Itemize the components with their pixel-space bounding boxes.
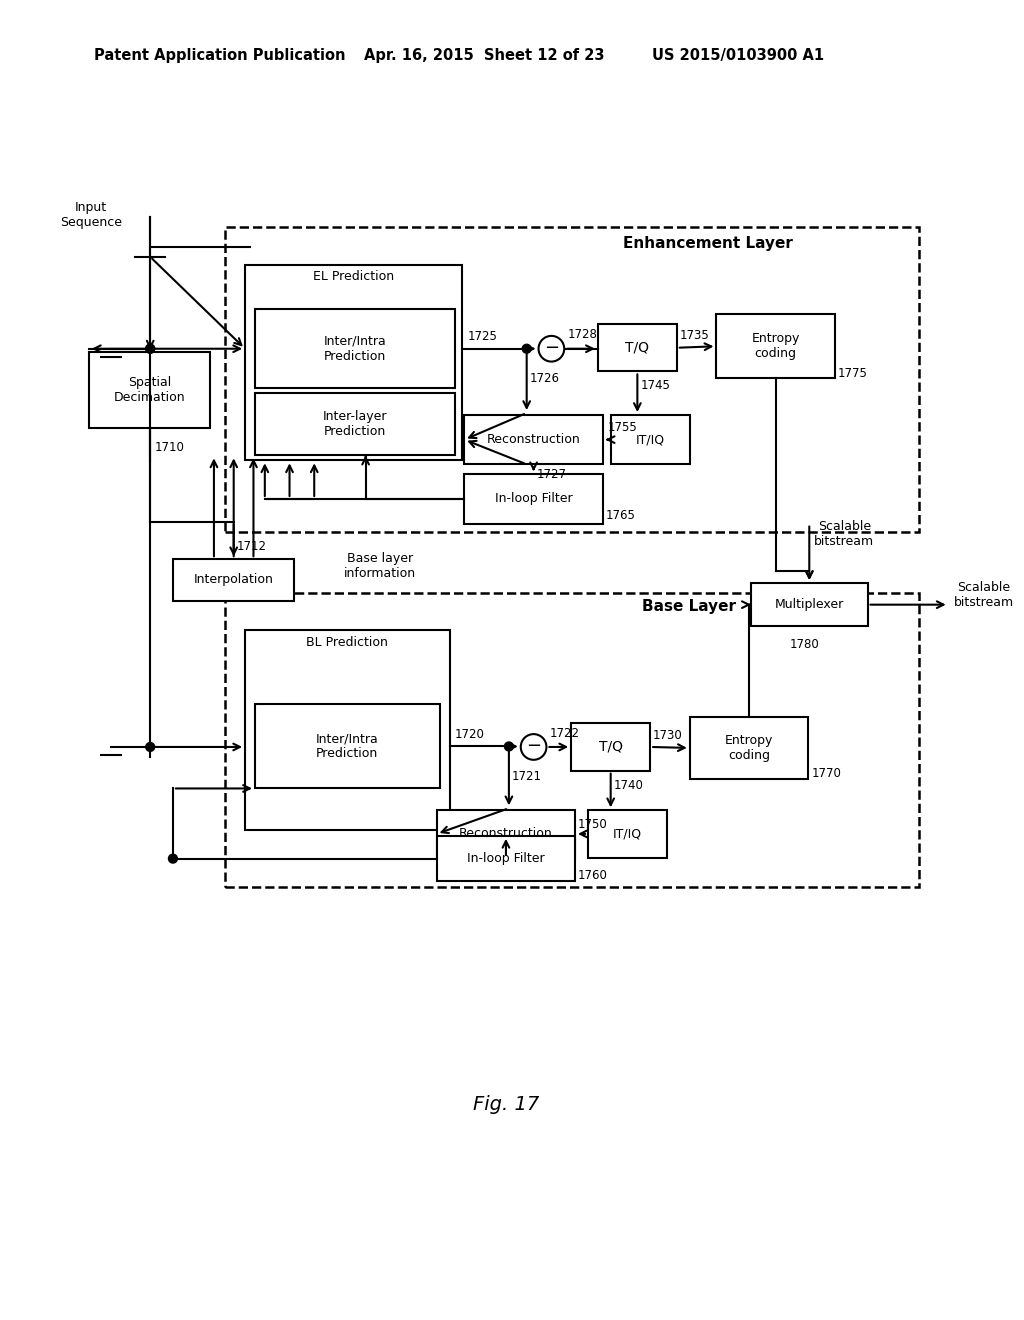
Text: 1780: 1780: [790, 638, 819, 651]
FancyBboxPatch shape: [571, 723, 650, 771]
Text: T/Q: T/Q: [626, 341, 649, 355]
Text: 1770: 1770: [811, 767, 841, 780]
FancyBboxPatch shape: [598, 323, 677, 371]
Text: EL Prediction: EL Prediction: [313, 271, 394, 282]
FancyBboxPatch shape: [690, 717, 808, 779]
Text: US 2015/0103900 A1: US 2015/0103900 A1: [652, 48, 824, 63]
FancyBboxPatch shape: [465, 414, 603, 465]
Text: Scalable
bitstream: Scalable bitstream: [814, 520, 874, 548]
Circle shape: [521, 734, 547, 760]
Text: Apr. 16, 2015  Sheet 12 of 23: Apr. 16, 2015 Sheet 12 of 23: [364, 48, 604, 63]
FancyBboxPatch shape: [465, 474, 603, 524]
Text: Inter-layer
Prediction: Inter-layer Prediction: [323, 411, 387, 438]
Circle shape: [539, 335, 564, 362]
Text: Interpolation: Interpolation: [194, 573, 273, 586]
Text: Entropy
coding: Entropy coding: [725, 734, 773, 762]
Text: 1726: 1726: [529, 372, 560, 385]
FancyBboxPatch shape: [437, 810, 575, 858]
Text: In-loop Filter: In-loop Filter: [467, 853, 545, 865]
Text: 1710: 1710: [156, 441, 185, 454]
Text: Multiplexer: Multiplexer: [775, 598, 844, 611]
FancyBboxPatch shape: [255, 309, 455, 388]
Text: Reconstruction: Reconstruction: [486, 433, 581, 446]
Circle shape: [145, 743, 155, 751]
Text: Input
Sequence: Input Sequence: [60, 202, 122, 230]
Text: 1745: 1745: [640, 379, 670, 392]
FancyBboxPatch shape: [173, 560, 295, 601]
Text: Base Layer: Base Layer: [642, 599, 736, 614]
Circle shape: [522, 345, 531, 354]
Text: 1735: 1735: [680, 330, 710, 342]
Text: 1722: 1722: [550, 726, 580, 739]
FancyBboxPatch shape: [717, 314, 835, 379]
Text: BL Prediction: BL Prediction: [306, 636, 388, 648]
Text: 1728: 1728: [567, 329, 597, 342]
Text: 1760: 1760: [579, 869, 608, 882]
Text: Enhancement Layer: Enhancement Layer: [623, 235, 793, 251]
Text: 1721: 1721: [512, 770, 542, 783]
Text: 1750: 1750: [579, 817, 608, 830]
Text: Entropy
coding: Entropy coding: [752, 333, 800, 360]
Text: 1727: 1727: [537, 467, 566, 480]
Text: Reconstruction: Reconstruction: [459, 828, 553, 841]
Text: 1775: 1775: [838, 367, 867, 380]
Text: 1720: 1720: [455, 729, 484, 741]
FancyBboxPatch shape: [245, 631, 450, 830]
Circle shape: [145, 345, 155, 354]
Text: 1725: 1725: [467, 330, 498, 343]
FancyBboxPatch shape: [588, 810, 667, 858]
Text: 1730: 1730: [653, 729, 683, 742]
FancyBboxPatch shape: [245, 265, 463, 461]
Text: 1755: 1755: [607, 421, 638, 434]
FancyBboxPatch shape: [610, 414, 690, 465]
Text: Spatial
Decimation: Spatial Decimation: [114, 376, 185, 404]
Text: In-loop Filter: In-loop Filter: [495, 492, 572, 506]
Text: T/Q: T/Q: [599, 741, 623, 754]
Text: Base layer
information: Base layer information: [344, 552, 416, 579]
Text: 1740: 1740: [613, 779, 643, 792]
Text: IT/IQ: IT/IQ: [613, 828, 642, 841]
Text: −: −: [526, 738, 541, 755]
Text: Fig. 17: Fig. 17: [473, 1096, 539, 1114]
Circle shape: [145, 345, 155, 354]
Text: −: −: [544, 339, 559, 358]
FancyBboxPatch shape: [89, 351, 211, 428]
Text: 1765: 1765: [606, 510, 636, 523]
FancyBboxPatch shape: [437, 836, 575, 882]
Circle shape: [169, 854, 177, 863]
Text: Patent Application Publication: Patent Application Publication: [94, 48, 345, 63]
Text: Scalable
bitstream: Scalable bitstream: [953, 581, 1014, 609]
Text: Inter/Intra
Prediction: Inter/Intra Prediction: [316, 733, 379, 760]
Text: 1712: 1712: [237, 540, 266, 553]
FancyBboxPatch shape: [255, 393, 455, 455]
FancyBboxPatch shape: [751, 583, 867, 627]
FancyBboxPatch shape: [255, 705, 439, 788]
Circle shape: [505, 742, 513, 751]
Text: IT/IQ: IT/IQ: [636, 433, 665, 446]
Text: Inter/Intra
Prediction: Inter/Intra Prediction: [324, 335, 386, 363]
